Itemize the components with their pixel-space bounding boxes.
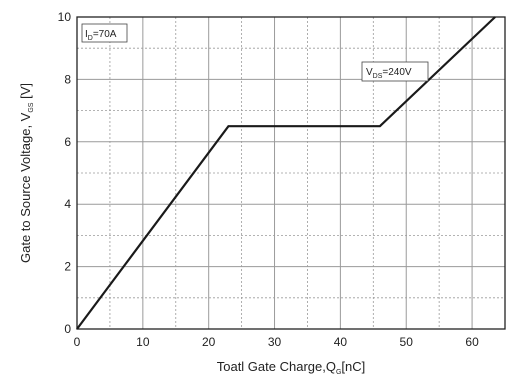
x-tick-label: 40 xyxy=(334,335,348,349)
x-tick-label: 0 xyxy=(74,335,81,349)
x-axis-label: Toatl Gate Charge,QG[nC] xyxy=(217,359,366,376)
x-tick-labels: 0 10 20 30 40 50 60 xyxy=(74,335,479,349)
y-tick-label: 10 xyxy=(58,10,72,24)
x-tick-label: 50 xyxy=(400,335,414,349)
annotation-vds: VDS=240V xyxy=(361,61,429,82)
plot-frame xyxy=(76,16,506,330)
annotation-id: ID=70A xyxy=(81,23,128,43)
y-tick-labels: 0 2 4 6 8 10 xyxy=(58,10,72,336)
vgs-curve xyxy=(76,16,496,330)
x-tick-label: 20 xyxy=(202,335,216,349)
y-axis-label: Gate to Source Voltage, VGS [V] xyxy=(18,83,35,263)
annotation-id-box xyxy=(81,23,128,43)
minor-grid xyxy=(77,17,505,329)
y-tick-label: 4 xyxy=(64,197,71,211)
x-tick-label: 10 xyxy=(136,335,150,349)
y-tick-label: 6 xyxy=(64,135,71,149)
y-tick-label: 0 xyxy=(64,322,71,336)
annotation-id-text: ID=70A xyxy=(85,29,117,42)
annotation-vds-box xyxy=(361,61,429,82)
x-tick-label: 60 xyxy=(465,335,479,349)
annotation-vds-text: VDS=240V xyxy=(366,67,412,80)
x-tick-label: 30 xyxy=(268,335,282,349)
y-tick-label: 8 xyxy=(64,72,71,86)
y-tick-label: 2 xyxy=(64,260,71,274)
